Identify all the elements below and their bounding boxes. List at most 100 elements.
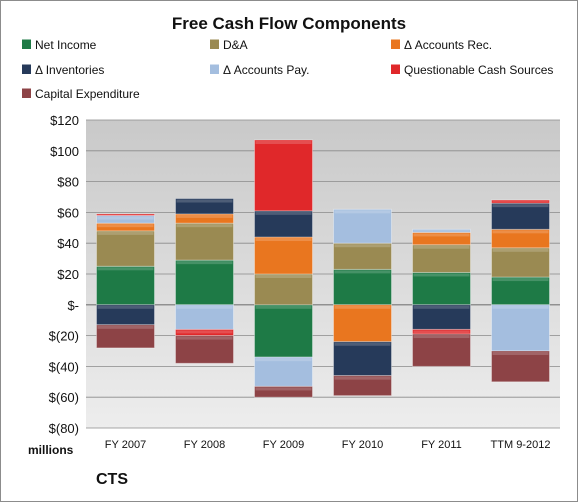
company-ticker: CTS bbox=[96, 471, 128, 488]
bar-segment bbox=[333, 268, 392, 306]
bar-segment-highlight bbox=[176, 261, 233, 265]
bar-segment bbox=[96, 230, 155, 267]
bar-segment bbox=[412, 333, 471, 367]
bar-segment-highlight bbox=[97, 305, 154, 309]
bar-segment-highlight bbox=[176, 305, 233, 309]
y-tick-label: $(20) bbox=[49, 329, 79, 344]
bar-segment bbox=[491, 202, 550, 230]
bar-segment-highlight bbox=[255, 141, 312, 145]
bar-segment-highlight bbox=[334, 342, 391, 346]
legend-da: D&A bbox=[210, 38, 248, 52]
bar-segment bbox=[412, 244, 471, 273]
bar-segment bbox=[96, 304, 155, 326]
bar-segment-highlight bbox=[176, 330, 233, 334]
bar-segment bbox=[96, 324, 155, 349]
bar-segment bbox=[491, 247, 550, 278]
bar-segment-highlight bbox=[413, 305, 470, 309]
bar-segment-highlight bbox=[492, 278, 549, 282]
bar-segment-highlight bbox=[255, 358, 312, 362]
bar-segment bbox=[175, 335, 234, 364]
bar-segment-highlight bbox=[255, 275, 312, 278]
legend-accounts-pay: Δ Accounts Pay. bbox=[210, 63, 310, 77]
bar-segment-highlight bbox=[413, 233, 470, 237]
bar-segment bbox=[333, 375, 392, 397]
legend-accounts-rec: Δ Accounts Rec. bbox=[391, 38, 492, 52]
bar-segment-highlight bbox=[97, 216, 154, 220]
legend-capex: Capital Expenditure bbox=[22, 87, 140, 101]
bar-segment-highlight bbox=[255, 305, 312, 309]
bar-segment-highlight bbox=[176, 224, 233, 228]
x-tick-label: FY 2010 bbox=[342, 439, 383, 451]
x-tick-label: FY 2008 bbox=[184, 439, 225, 451]
bar-segment bbox=[491, 276, 550, 306]
y-tick-label: $40 bbox=[57, 236, 79, 251]
legend-label-accounts-pay: Δ Accounts Pay. bbox=[223, 63, 310, 77]
y-tick-label: $60 bbox=[57, 205, 79, 220]
bar-segment-highlight bbox=[492, 201, 549, 203]
bar-segment-highlight bbox=[176, 199, 233, 203]
bar-segment-highlight bbox=[334, 210, 391, 214]
bar-segment-highlight bbox=[176, 214, 233, 218]
chart-title: Free Cash Flow Components bbox=[171, 14, 407, 33]
bar-segment-highlight bbox=[97, 325, 154, 329]
bar-segment-highlight bbox=[97, 267, 154, 271]
x-tick-label: FY 2011 bbox=[421, 439, 462, 451]
bar-segment-highlight bbox=[334, 270, 391, 274]
legend-swatch-inventories bbox=[22, 64, 31, 74]
bar-segment-highlight bbox=[413, 330, 470, 334]
y-tick-label: $20 bbox=[57, 267, 79, 282]
x-tick-label: FY 2007 bbox=[105, 439, 146, 451]
legend-swatch-net-income bbox=[22, 39, 31, 49]
bar-segment-highlight bbox=[492, 230, 549, 234]
bar-segment bbox=[333, 341, 392, 377]
y-tick-label: $(80) bbox=[49, 421, 79, 436]
legend-label-accounts-rec: Δ Accounts Rec. bbox=[404, 38, 493, 52]
y-unit-label: millions bbox=[28, 443, 74, 457]
x-tick-label: TTM 9-2012 bbox=[491, 439, 551, 451]
bar-segment-highlight bbox=[334, 305, 391, 309]
bar-segment-highlight bbox=[492, 204, 549, 208]
bar-segment-highlight bbox=[176, 336, 233, 340]
bar-segment bbox=[254, 304, 313, 358]
bar-segment bbox=[254, 273, 313, 306]
bar-segment bbox=[491, 199, 550, 204]
legend-questionable-cash: Questionable Cash Sources bbox=[391, 63, 553, 77]
bar-segment bbox=[333, 242, 392, 270]
bar-segment-highlight bbox=[334, 244, 391, 248]
bar-segment-highlight bbox=[255, 238, 312, 242]
bar-segment bbox=[491, 350, 550, 383]
bar-segment bbox=[175, 304, 234, 330]
bar-segment-highlight bbox=[97, 224, 154, 228]
legend-label-net-income: Net Income bbox=[35, 38, 97, 52]
legend-swatch-da bbox=[210, 39, 219, 49]
bar-segment bbox=[333, 208, 392, 244]
bar-segment bbox=[412, 228, 471, 233]
bar-segment bbox=[96, 213, 155, 216]
bar-segment bbox=[175, 198, 234, 215]
bar-segment bbox=[254, 236, 313, 275]
legend-swatch-accounts-rec bbox=[391, 39, 400, 49]
bar-segment-highlight bbox=[492, 352, 549, 355]
legend-label-capex: Capital Expenditure bbox=[35, 87, 140, 101]
bar-segment bbox=[254, 385, 313, 398]
bar-segment-highlight bbox=[413, 273, 470, 277]
bar-segment bbox=[412, 271, 471, 306]
bar-segment bbox=[175, 222, 234, 261]
bar-segment-highlight bbox=[97, 231, 154, 235]
bar-segment-highlight bbox=[413, 245, 470, 249]
y-tick-label: $(60) bbox=[49, 390, 79, 405]
legend-swatch-capex bbox=[22, 88, 31, 98]
bar-segment-highlight bbox=[492, 248, 549, 252]
bar-segment bbox=[254, 356, 313, 387]
bar-segment-highlight bbox=[413, 335, 470, 339]
bar-segment bbox=[491, 304, 550, 352]
bar-segment-highlight bbox=[492, 305, 549, 309]
y-tick-label: $100 bbox=[50, 144, 79, 159]
bar-segment bbox=[96, 265, 155, 306]
legend-net-income: Net Income bbox=[22, 38, 96, 52]
bar-segment-highlight bbox=[255, 211, 312, 215]
legend-swatch-accounts-pay bbox=[210, 64, 219, 74]
legend-label-questionable-cash: Questionable Cash Sources bbox=[404, 63, 554, 77]
x-tick-label: FY 2009 bbox=[263, 439, 304, 451]
bar-segment bbox=[254, 139, 313, 212]
